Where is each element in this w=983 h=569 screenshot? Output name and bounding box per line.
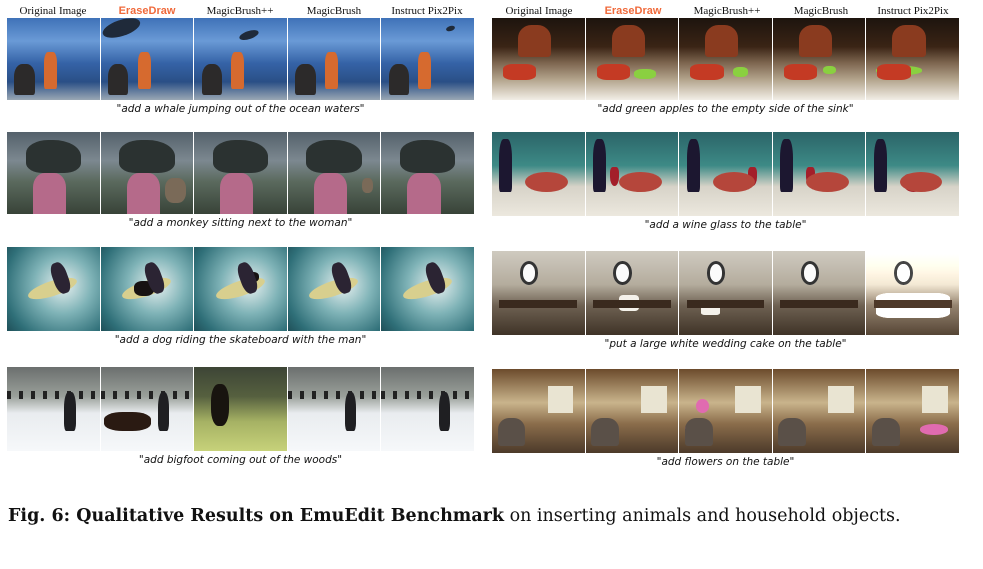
image-instruct-pix2pix [381, 367, 474, 451]
image-original [492, 369, 585, 453]
header-magicbrush-plus: MagicBrush++ [693, 5, 761, 17]
figure-caption-rest: on inserting animals and household objec… [504, 506, 901, 526]
figure-caption-lead: Fig. 6: Qualitative Results on EmuEdit B… [8, 506, 504, 526]
right-panel: Original Image EraseDraw MagicBrush++ Ma… [492, 0, 959, 468]
wine-glass-shape [747, 167, 757, 186]
left-panel: Original Image EraseDraw MagicBrush++ Ma… [7, 0, 474, 466]
image-original [7, 132, 100, 214]
apples-shape [633, 68, 656, 79]
header-magicbrush: MagicBrush [793, 5, 849, 17]
image-original [492, 132, 585, 216]
row-caption: "put a large white wedding cake on the t… [604, 338, 847, 350]
image-erasedraw [585, 251, 679, 335]
image-original [7, 18, 100, 100]
whale-shape [445, 24, 456, 33]
image-instruct-pix2pix [381, 18, 474, 100]
whale-shape [237, 28, 260, 43]
image-magicbrush-plus [679, 369, 772, 453]
monkey-shape [165, 177, 186, 203]
image-erasedraw [100, 18, 194, 100]
image-magicbrush-plus [679, 132, 772, 216]
row-caption: "add a whale jumping out of the ocean wa… [116, 103, 365, 115]
header-magicbrush: MagicBrush [306, 5, 362, 17]
flowers-shape [695, 399, 709, 413]
row-wine-glass: "add a wine glass to the table" [492, 132, 959, 231]
header-magicbrush-plus: MagicBrush++ [206, 5, 274, 17]
image-magicbrush [772, 369, 866, 453]
header-original-image: Original Image [505, 5, 573, 17]
row-caption: "add a dog riding the skateboard with th… [114, 334, 367, 346]
monkey-shape [361, 177, 373, 193]
image-magicbrush-plus [679, 18, 772, 100]
row-apples: "add green apples to the empty side of t… [492, 18, 959, 115]
image-magicbrush [287, 247, 381, 331]
image-magicbrush-plus [194, 247, 287, 331]
bigfoot-shape [104, 412, 151, 431]
row-whale: "add a whale jumping out of the ocean wa… [7, 18, 474, 115]
image-magicbrush-plus [194, 367, 287, 451]
image-magicbrush [287, 132, 381, 214]
row-dog: "add a dog riding the skateboard with th… [7, 247, 474, 346]
image-erasedraw [585, 369, 679, 453]
row-caption: "add a monkey sitting next to the woman" [128, 217, 353, 229]
image-instruct-pix2pix [866, 18, 959, 100]
cake-shape [618, 294, 640, 312]
image-erasedraw [100, 132, 194, 214]
image-magicbrush [772, 132, 866, 216]
cake-shape [875, 293, 950, 319]
header-erasedraw: EraseDraw [604, 5, 662, 17]
row-caption: "add a wine glass to the table" [644, 219, 807, 231]
header-instruct-pix2pix: Instruct Pix2Pix [391, 5, 463, 17]
row-flowers: "add flowers on the table" [492, 369, 959, 468]
left-column-headers: Original Image EraseDraw MagicBrush++ Ma… [7, 0, 474, 18]
image-original [492, 251, 585, 335]
row-caption: "add flowers on the table" [656, 456, 795, 468]
image-instruct-pix2pix [381, 247, 474, 331]
apples-shape [732, 67, 748, 78]
image-erasedraw [585, 132, 679, 216]
image-erasedraw [100, 367, 194, 451]
image-magicbrush [772, 251, 866, 335]
image-magicbrush [287, 367, 381, 451]
image-instruct-pix2pix [866, 251, 959, 335]
image-instruct-pix2pix [381, 132, 474, 214]
header-instruct-pix2pix: Instruct Pix2Pix [877, 5, 949, 17]
flowers-shape [684, 424, 696, 435]
image-original [7, 367, 100, 451]
image-original [492, 18, 585, 100]
image-magicbrush-plus [679, 251, 772, 335]
dog-shape [133, 280, 155, 296]
apples-shape [822, 65, 836, 74]
right-column-headers: Original Image EraseDraw MagicBrush++ Ma… [492, 0, 959, 18]
cake-shape [701, 304, 720, 315]
row-caption: "add bigfoot coming out of the woods" [138, 454, 343, 466]
image-instruct-pix2pix [866, 132, 959, 216]
row-caption: "add green apples to the empty side of t… [597, 103, 854, 115]
image-magicbrush [287, 18, 381, 100]
header-original-image: Original Image [19, 5, 87, 17]
dog-shape [246, 272, 259, 283]
image-magicbrush-plus [194, 18, 287, 100]
image-magicbrush-plus [194, 132, 287, 214]
image-erasedraw [100, 247, 194, 331]
image-original [7, 247, 100, 331]
image-magicbrush [772, 18, 866, 100]
wine-glass-shape [609, 167, 619, 186]
flowers-shape [920, 424, 948, 435]
apples-shape [875, 65, 922, 76]
whale-shape [100, 18, 143, 42]
wine-glass-shape [806, 167, 816, 186]
wine-glass-shape [903, 174, 924, 193]
image-erasedraw [585, 18, 679, 100]
row-bigfoot: "add bigfoot coming out of the woods" [7, 367, 474, 466]
figure-caption: Fig. 6: Qualitative Results on EmuEdit B… [8, 503, 970, 530]
row-monkey: "add a monkey sitting next to the woman" [7, 132, 474, 229]
header-erasedraw: EraseDraw [118, 5, 176, 17]
image-instruct-pix2pix [866, 369, 959, 453]
row-wedding-cake: "put a large white wedding cake on the t… [492, 251, 959, 350]
